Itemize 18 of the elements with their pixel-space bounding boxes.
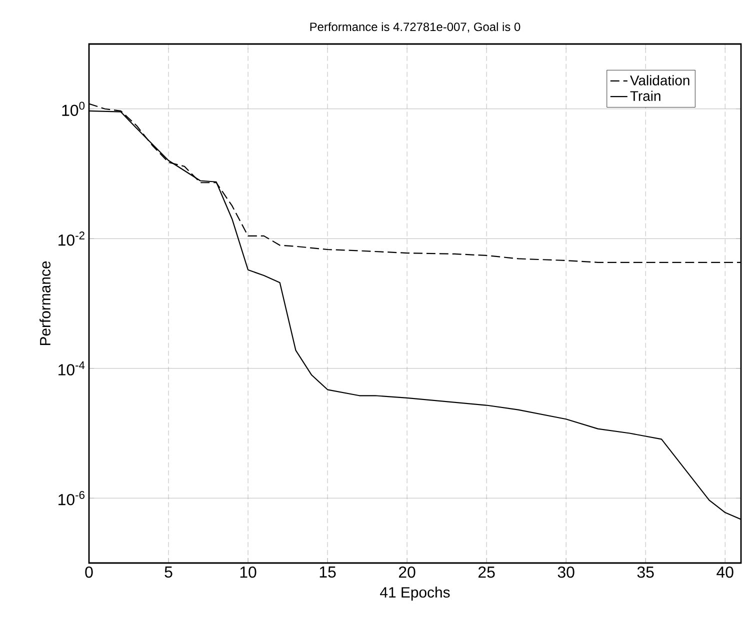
x-tick-label: 25 xyxy=(478,566,495,578)
legend-label: Validation xyxy=(630,75,690,86)
y-tick-label: 10$^{0}$ xyxy=(62,102,85,116)
x-tick-label: 0 xyxy=(85,566,93,578)
y-axis-title: Performance xyxy=(40,261,50,346)
legend-label: Train xyxy=(630,90,660,101)
chart-title: Performance is 4.72781e-007, Goal is 0 xyxy=(310,22,520,33)
x-axis-title: 41 Epochs xyxy=(380,586,450,601)
y-tick-label: 10$^{-2}$ xyxy=(58,232,84,246)
x-tick-label: 5 xyxy=(164,566,172,578)
x-tick-label: 35 xyxy=(637,566,654,578)
x-tick-label: 20 xyxy=(398,566,416,578)
x-tick-label: 10 xyxy=(240,566,256,578)
y-tick-label: 10$^{-6}$ xyxy=(58,491,84,506)
x-tick-label: 40 xyxy=(716,566,734,578)
y-tick-label: 10$^{-4}$ xyxy=(58,361,85,376)
x-tick-label: 15 xyxy=(320,566,336,578)
x-tick-label: 30 xyxy=(558,566,574,578)
